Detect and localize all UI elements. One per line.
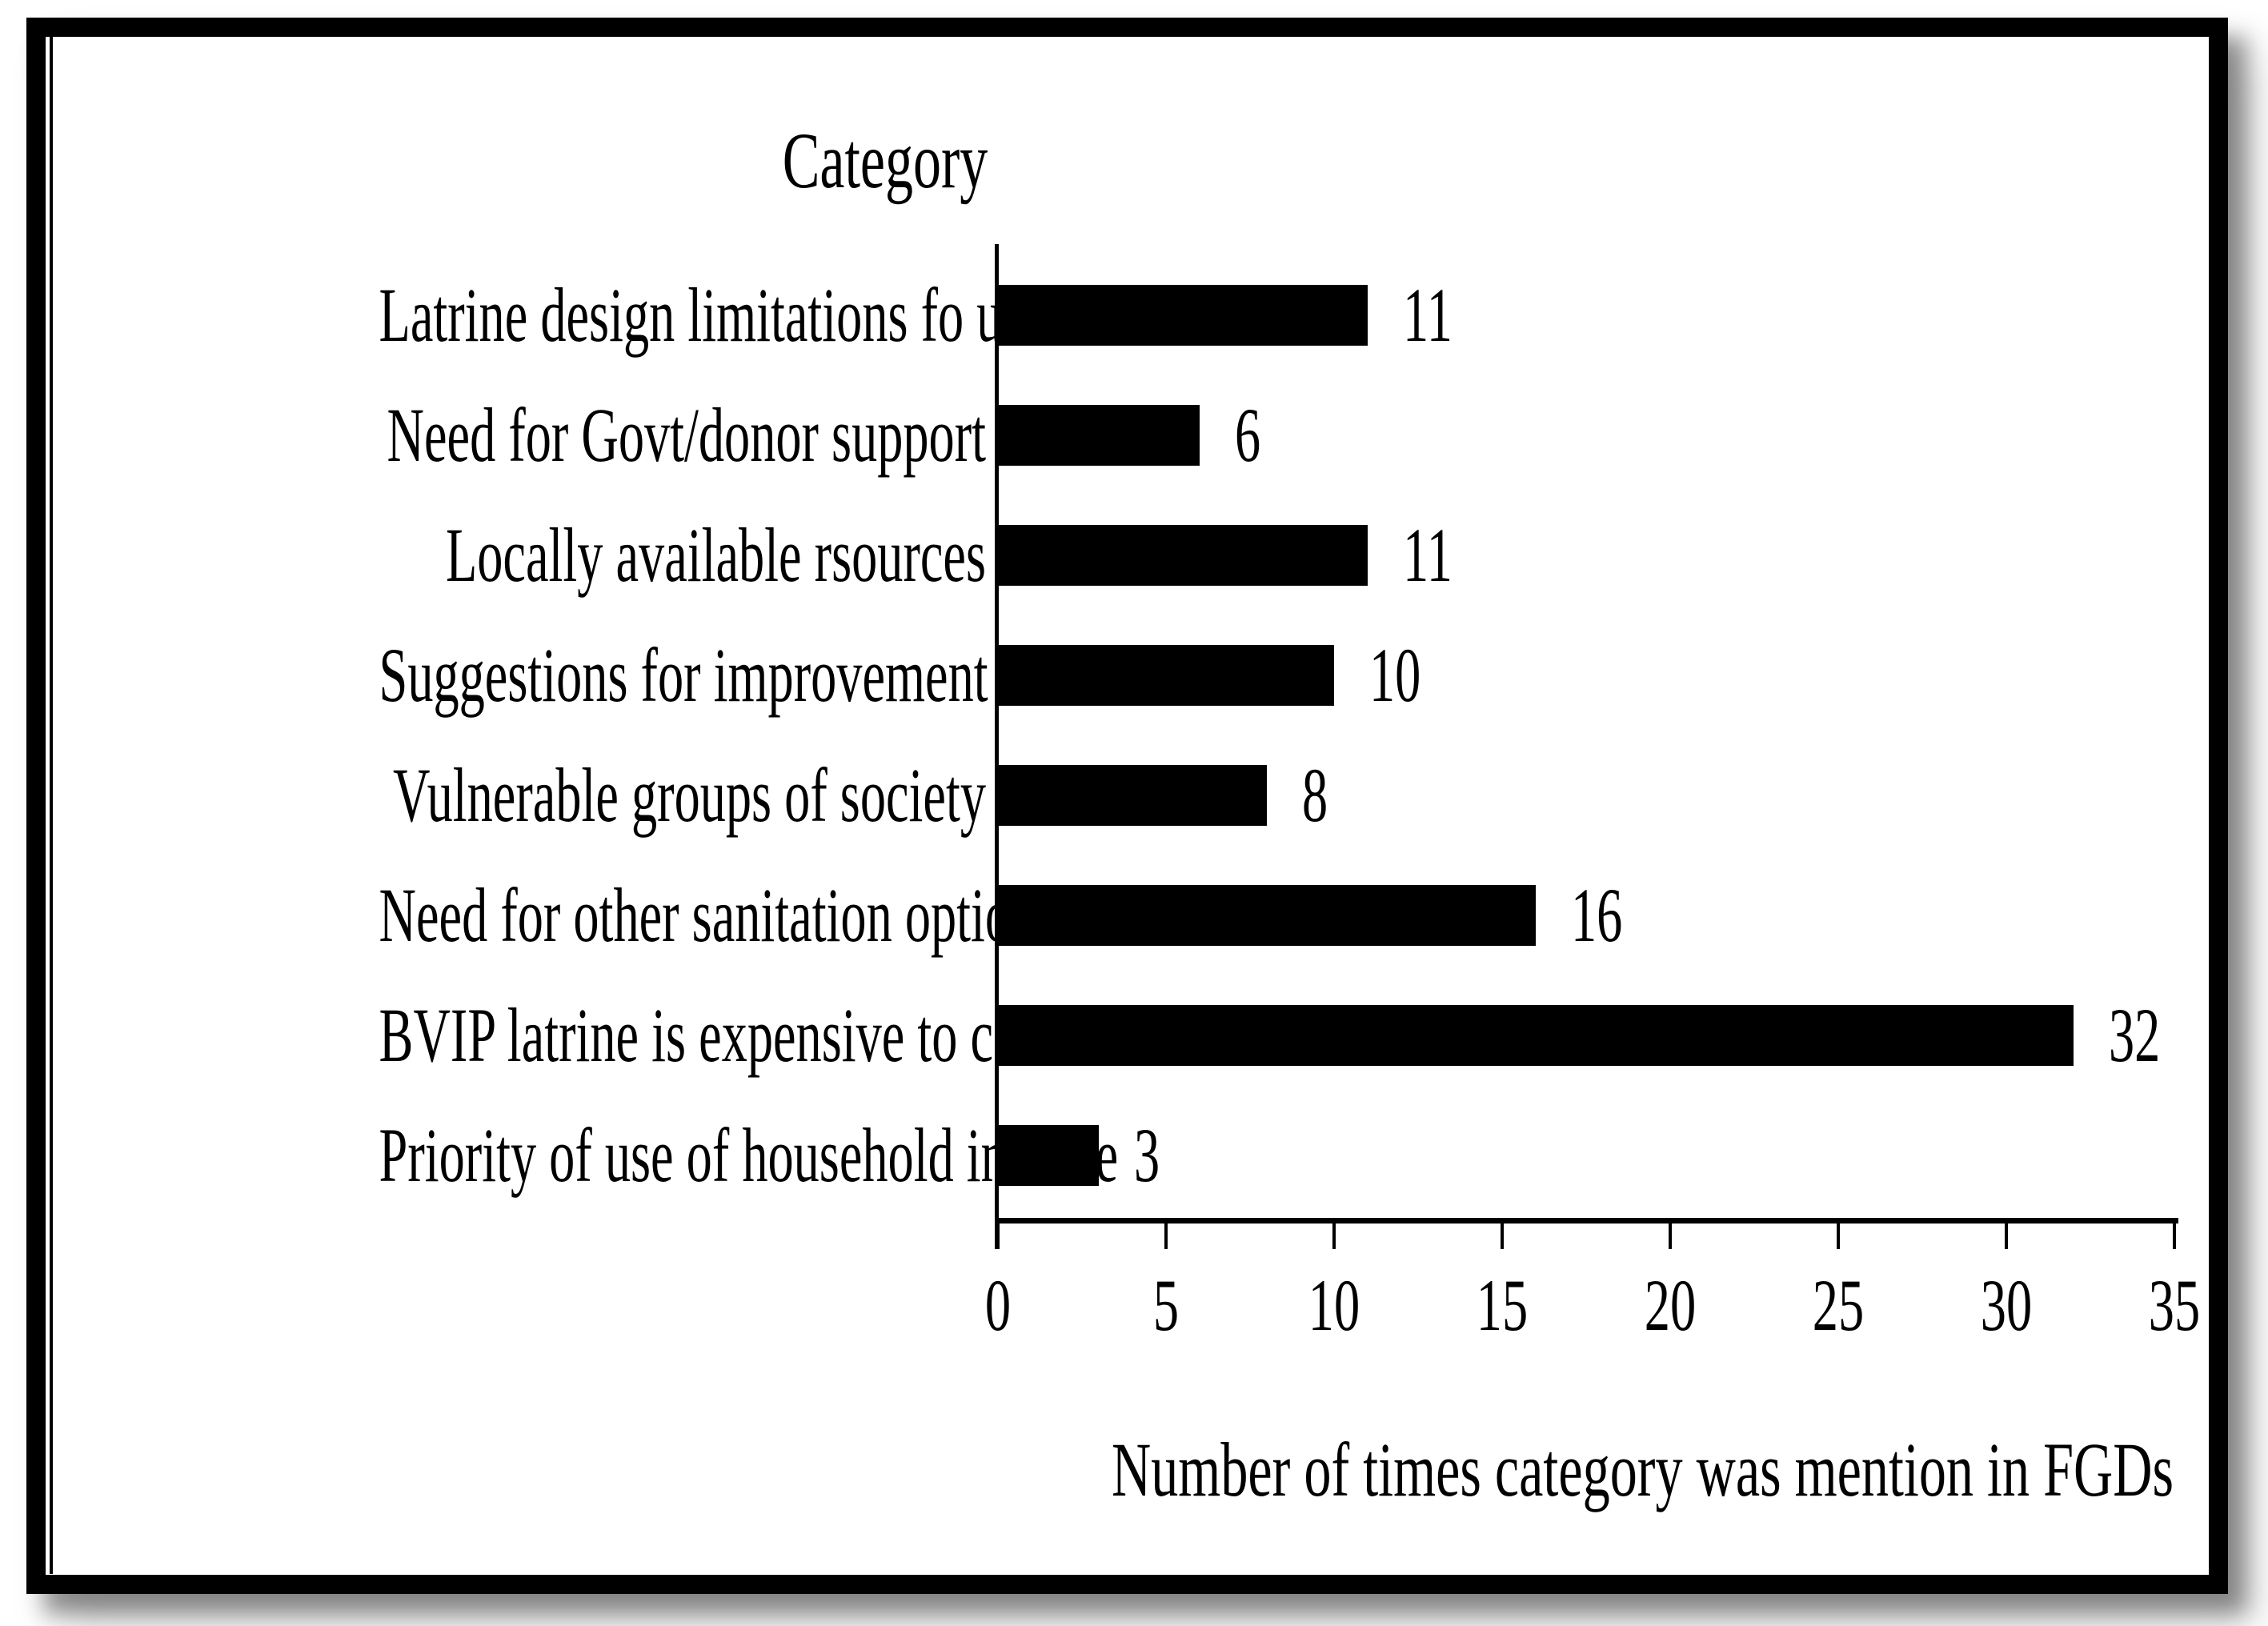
x-tick-mark — [1501, 1224, 1504, 1249]
value-label: 11 — [1403, 272, 1453, 358]
x-tick-label: 20 — [1644, 1264, 1697, 1346]
value-label: 6 — [1235, 392, 1261, 478]
x-axis-line — [995, 1218, 2178, 1224]
x-tick-label: 35 — [2148, 1264, 2201, 1346]
x-axis-title: Number of times category was mention in … — [1112, 1427, 2174, 1512]
figure-frame — [26, 18, 2228, 1594]
bar — [998, 885, 1536, 946]
bar — [998, 405, 1200, 466]
x-tick-label: 15 — [1476, 1264, 1529, 1346]
bar — [998, 1005, 2074, 1066]
bar — [998, 285, 1368, 346]
x-tick-mark — [2173, 1224, 2176, 1249]
bar — [998, 525, 1368, 586]
category-label: Latrine design limitations fo use — [379, 272, 1045, 358]
value-label: 16 — [1571, 872, 1623, 958]
x-tick-mark — [996, 1224, 1000, 1249]
category-label: Need for Govt/donor support — [387, 392, 986, 478]
category-label: Vulnerable groups of society — [393, 752, 986, 838]
x-tick-label: 5 — [1152, 1264, 1180, 1346]
category-label: Suggestions for improvement — [379, 632, 988, 718]
bar — [998, 645, 1334, 706]
category-label: Need for other sanitation options — [379, 872, 1057, 958]
value-label: 3 — [1134, 1112, 1160, 1198]
bar — [998, 765, 1267, 826]
x-tick-mark — [1332, 1224, 1336, 1249]
x-tick-mark — [1837, 1224, 1840, 1249]
x-tick-label: 30 — [1980, 1264, 2033, 1346]
x-tick-label: 25 — [1812, 1264, 1865, 1346]
x-tick-mark — [2005, 1224, 2008, 1249]
frame-inner-line — [50, 37, 53, 1574]
category-label: BVIP latrine is expensive to construct — [379, 992, 1160, 1078]
category-label: Locally available rsources — [445, 512, 986, 598]
x-tick-mark — [1669, 1224, 1672, 1249]
bar — [998, 1125, 1099, 1186]
y-axis-line — [995, 244, 999, 1249]
x-tick-label: 10 — [1308, 1264, 1360, 1346]
chart-title: Category — [782, 116, 988, 205]
category-label: Priority of use of household income — [379, 1112, 1119, 1198]
value-label: 32 — [2109, 992, 2161, 1078]
x-tick-mark — [1164, 1224, 1168, 1249]
value-label: 10 — [1369, 632, 1421, 718]
value-label: 11 — [1403, 512, 1453, 598]
value-label: 8 — [1302, 752, 1328, 838]
x-tick-label: 0 — [984, 1264, 1012, 1346]
